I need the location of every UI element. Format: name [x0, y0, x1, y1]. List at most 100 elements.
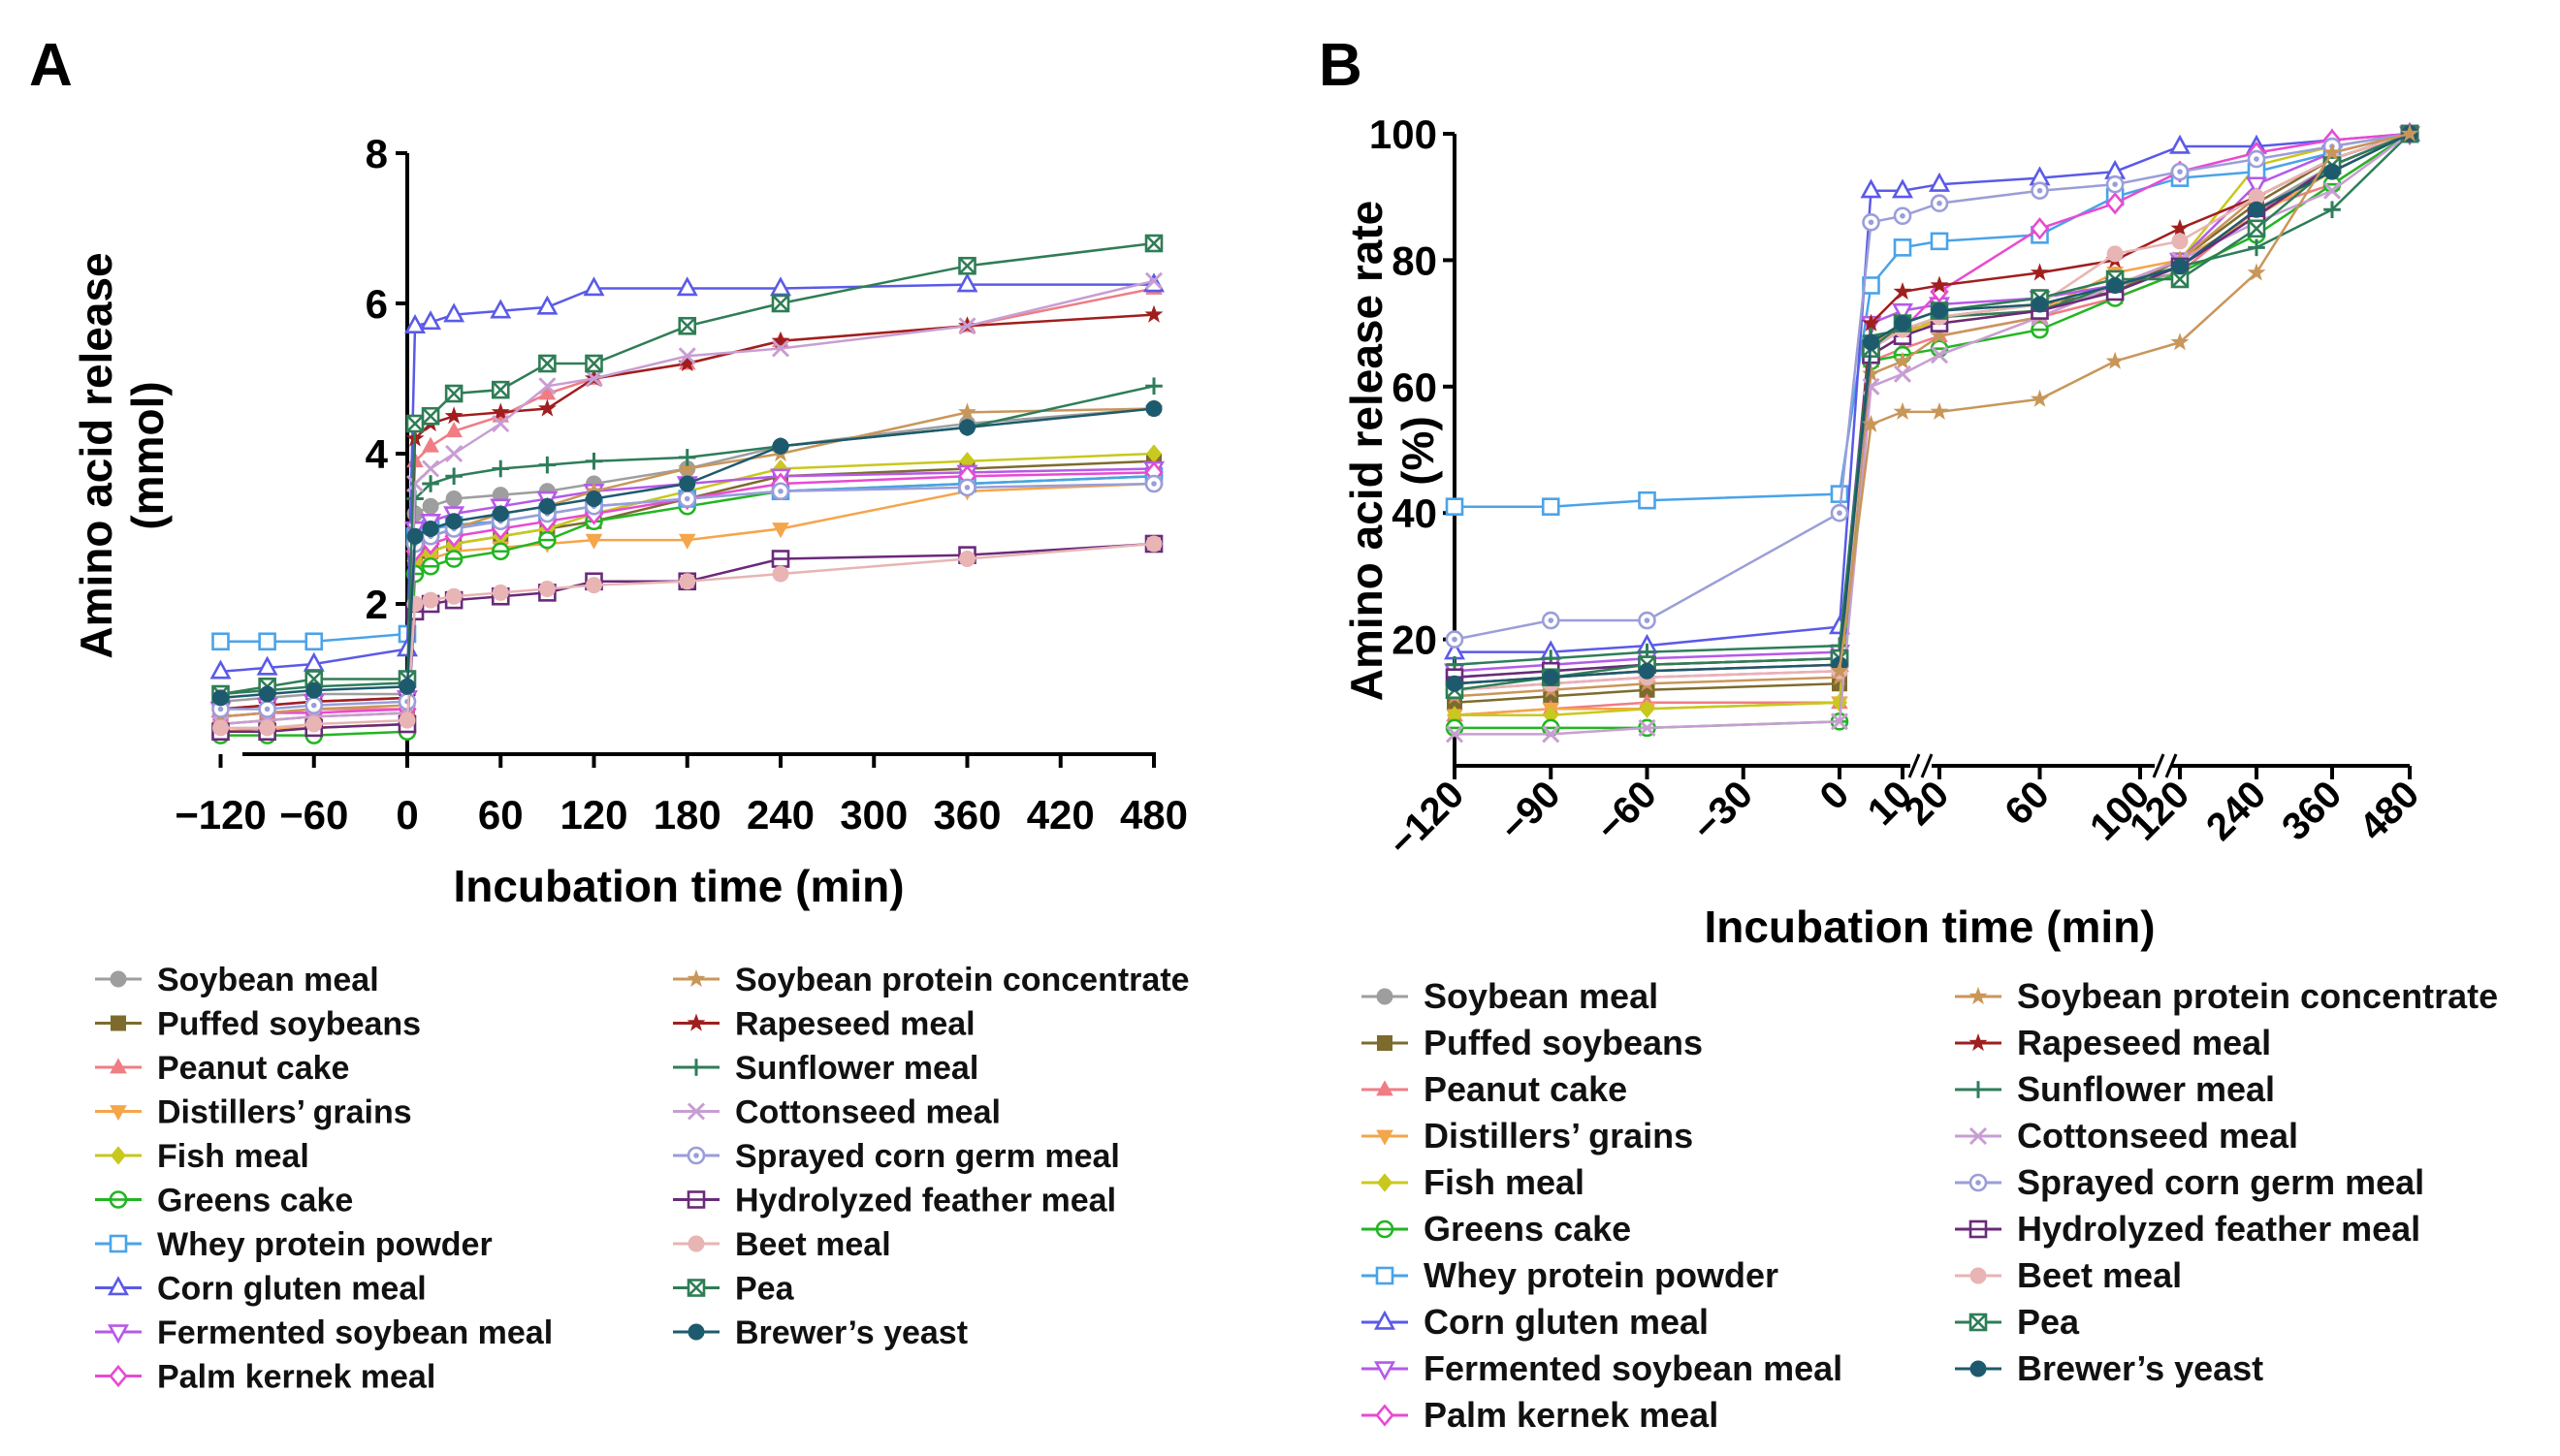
panel-b-y-tick-label: 40 — [1392, 491, 1437, 536]
panel-a-legend-label: Greens cake — [157, 1183, 353, 1219]
panel-b-legend-label: Cottonseed meal — [2017, 1116, 2298, 1155]
panel-b-data-point — [1639, 662, 1655, 680]
panel-a-data-point — [585, 354, 603, 373]
panel-b-data-point — [1892, 302, 1913, 323]
panel-b-x-tick-label: 480 — [2352, 773, 2427, 848]
panel-b-data-point — [1930, 401, 1949, 420]
panel-a-data-point — [956, 272, 978, 293]
panel-a-line-rapeseed-meal — [220, 313, 1155, 711]
panel-a-legend-item-fish-meal: Fish meal — [95, 1138, 309, 1175]
panel-a-legend-item-distillers-grains: Distillers’ grains — [95, 1094, 412, 1131]
panel-a-series-beet-meal — [212, 535, 1163, 737]
panel-b-y-tick-label: 100 — [1369, 111, 1437, 157]
panel-a-data-point — [399, 712, 416, 729]
panel-b-data-point — [2171, 233, 2189, 250]
panel-a-data-point — [1145, 377, 1163, 396]
panel-a-data-point — [678, 490, 697, 508]
panel-b-legend-item-soybean-protein-concentrate: Soybean protein concentrate — [1955, 976, 2498, 1016]
panel-a-data-point — [421, 406, 440, 426]
panel-a-data-point — [211, 632, 230, 651]
panel-a-series-distillers-grains — [211, 477, 1163, 742]
panel-b-legend-label: Distillers’ grains — [1424, 1116, 1693, 1155]
panel-a-data-point — [676, 276, 698, 297]
panel-a-legend-label: Whey protein powder — [157, 1226, 493, 1263]
panel-a-data-point — [1144, 474, 1164, 493]
panel-a-data-point — [422, 475, 439, 492]
panel-b-data-point — [1445, 497, 1464, 516]
panel-b-legend-marker — [1374, 1310, 1395, 1330]
panel-b-data-point — [1860, 178, 1882, 199]
panel-b-data-point — [1830, 661, 1849, 680]
panel-b-legend-marker — [1375, 1266, 1394, 1285]
panel-a-data-point — [679, 573, 696, 590]
panel-a-legend-marker — [687, 1279, 706, 1297]
panel-a-data-point — [259, 719, 276, 737]
panel-b-data-point — [2247, 149, 2266, 169]
panel-a-legend-marker — [687, 1146, 706, 1165]
panel-b-data-point — [1893, 351, 1912, 369]
panel-b-ylabel-unit: (%) — [1392, 416, 1443, 486]
panel-a-data-point — [958, 256, 976, 275]
panel-a-data-point — [443, 302, 465, 323]
panel-a-legend-label: Palm kernek meal — [157, 1359, 435, 1396]
panel-b-xlabel: Incubation time (min) — [1704, 902, 2155, 952]
panel-a-data-point — [258, 700, 276, 718]
panel-b-legend-item-fermented-soybean-meal: Fermented soybean meal — [1361, 1348, 1842, 1388]
panel-a-x-tick-label: 0 — [396, 792, 418, 838]
panel-b-x-tick-label: 360 — [2274, 773, 2350, 848]
panel-a-line-corn-gluten-meal — [220, 283, 1154, 674]
panel-a-legend-marker — [110, 1058, 127, 1074]
panel-b-data-point — [1862, 364, 1880, 382]
panel-a-line-greens-cake — [220, 475, 1155, 737]
panel-a-data-point — [445, 513, 463, 530]
panel-a-data-point — [212, 689, 229, 707]
panel-b-legend-marker — [1377, 1035, 1392, 1051]
panel-a-data-point — [958, 402, 976, 421]
panel-b-legend-label: Puffed soybeans — [1424, 1023, 1703, 1062]
panel-b-legend-item-hydrolyzed-feather-meal: Hydrolyzed feather meal — [1955, 1209, 2420, 1249]
panel-a-data-point — [422, 521, 439, 537]
panel-b-legend-marker — [1377, 1173, 1392, 1192]
panel-a-legend-marker — [109, 1190, 128, 1209]
panel-a-series-soybean-protein-concentrate — [211, 398, 1164, 725]
panel-b-legend-item-whey-protein-powder: Whey protein powder — [1361, 1255, 1778, 1295]
panel-a-data-point — [445, 444, 464, 463]
panel-b-data-point — [2031, 263, 2049, 281]
panel-a-data-point — [771, 294, 790, 313]
panel-a-line-pea — [220, 241, 1155, 696]
panel-a-legend: Soybean meal Puffed soybeans Peanut cake Di… — [95, 962, 1190, 1396]
panel-a-x-ticks: −120 −60 0 60 120 180 240 300 360 420 480 — [175, 754, 1188, 838]
panel-a-data-point — [536, 295, 559, 315]
panel-a-series-brewer-s-yeast — [212, 400, 1163, 707]
panel-b-line-cottonseed-meal — [1455, 132, 2411, 736]
panel-b-legend-item-soybean-meal: Soybean meal — [1361, 976, 1658, 1016]
panel-b-data-point — [1639, 699, 1655, 718]
panel-b-data-point — [1541, 611, 1560, 630]
panel-a-legend-item-fermented-soybean-meal: Fermented soybean meal — [95, 1314, 553, 1351]
panel-a-data-point — [678, 449, 696, 466]
panel-b-x-tick-label: −30 — [1684, 773, 1761, 849]
panel-a-data-point — [538, 384, 557, 400]
panel-a-data-point — [444, 550, 464, 568]
panel-b-legend-label: Soybean meal — [1424, 976, 1658, 1016]
panel-a-y-tick-label: 6 — [366, 281, 388, 327]
panel-b-legend-label: Sprayed corn germ meal — [2017, 1162, 2424, 1202]
panel-b-legend-label: Pea — [2017, 1302, 2080, 1342]
panel-b-legend-label: Fish meal — [1424, 1162, 1584, 1202]
panel-b-legend-marker — [1376, 1129, 1393, 1146]
panel-b-legend-label: Peanut cake — [1424, 1069, 1627, 1109]
panel-a-legend-label: Peanut cake — [157, 1050, 349, 1087]
panel-b-line-extra — [1838, 132, 2411, 672]
panel-a-legend-label: Hydrolyzed feather meal — [735, 1183, 1116, 1219]
panel-a-data-point — [679, 475, 696, 492]
panel-b-series-fermented-soybean-meal — [1444, 126, 2420, 683]
panel-a-y-tick-label: 2 — [366, 582, 388, 627]
panel-a-legend-label: Sunflower meal — [735, 1050, 978, 1087]
panel-b-data-point — [1930, 346, 1949, 364]
panel-a-x-tick-label: 480 — [1120, 792, 1188, 838]
panel-a-data-point — [772, 522, 789, 539]
panel-a-data-point — [209, 659, 232, 680]
panel-a-line-soybean-meal — [220, 407, 1155, 704]
panel-a-data-point — [538, 456, 557, 474]
